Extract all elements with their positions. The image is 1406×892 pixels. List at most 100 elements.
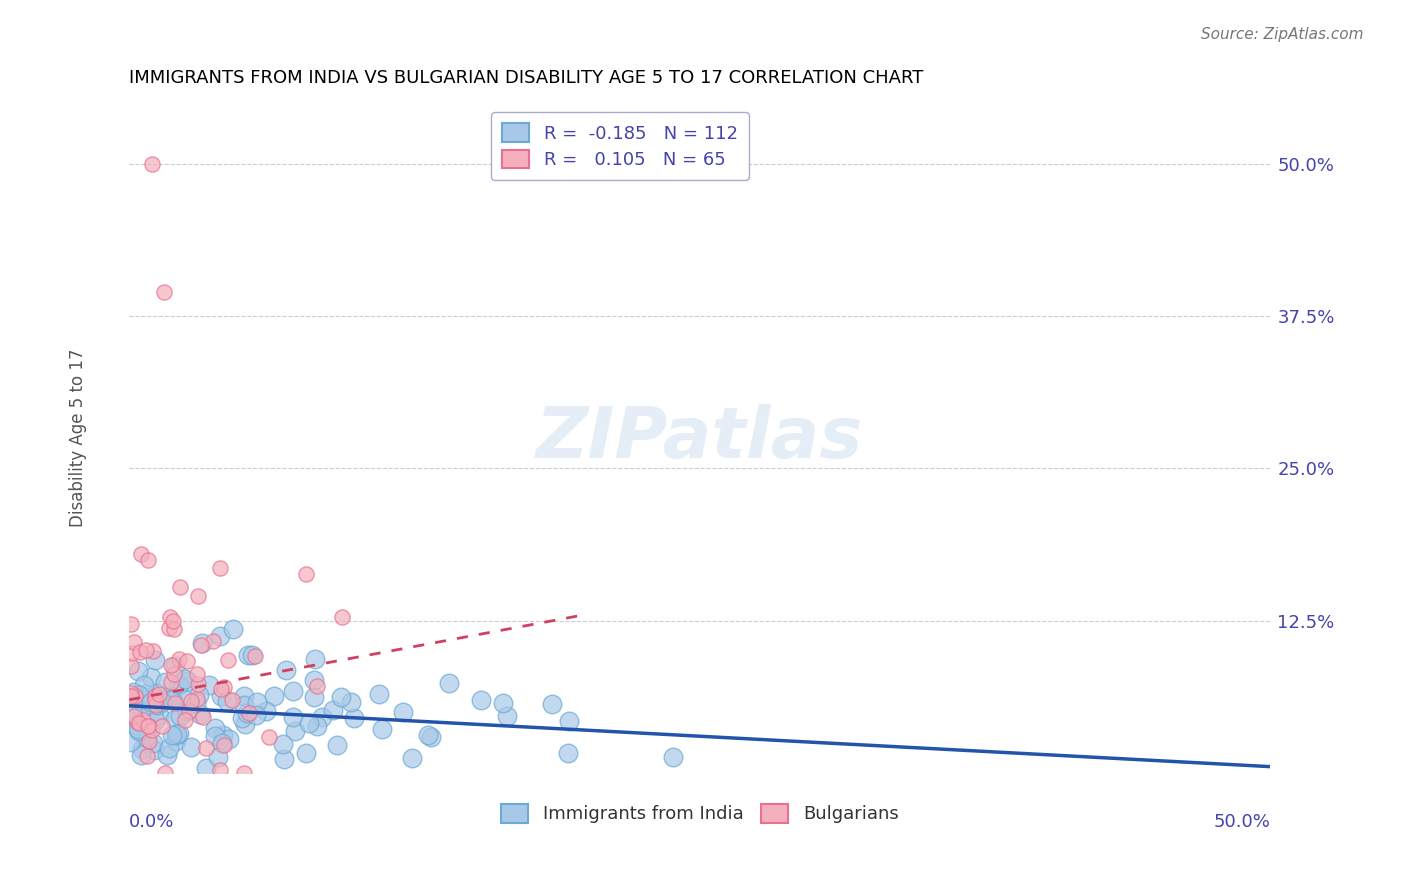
Point <box>159 610 181 624</box>
Point <box>194 761 217 775</box>
Point <box>184 696 207 710</box>
Point <box>186 667 208 681</box>
Point <box>188 707 211 722</box>
Point <box>136 719 159 733</box>
Point <box>222 622 245 636</box>
Point <box>240 648 263 662</box>
Point <box>124 690 146 704</box>
Point <box>125 714 148 729</box>
Text: Disability Age 5 to 17: Disability Age 5 to 17 <box>69 349 87 527</box>
Point <box>233 717 256 731</box>
Point <box>118 735 141 749</box>
Point <box>212 738 235 752</box>
Point <box>128 688 150 702</box>
Text: IMMIGRANTS FROM INDIA VS BULGARIAN DISABILITY AGE 5 TO 17 CORRELATION CHART: IMMIGRANTS FROM INDIA VS BULGARIAN DISAB… <box>129 69 924 87</box>
Point <box>138 719 160 733</box>
Point <box>191 709 214 723</box>
Point <box>198 678 221 692</box>
Point <box>392 705 415 719</box>
Point <box>174 713 197 727</box>
Point <box>367 687 389 701</box>
Point <box>330 690 353 705</box>
Point <box>191 636 214 650</box>
Point <box>146 698 169 713</box>
Point <box>177 674 200 689</box>
Point <box>128 716 150 731</box>
Point <box>145 695 167 709</box>
Point <box>167 678 190 692</box>
Point <box>163 666 186 681</box>
Point <box>236 648 259 662</box>
Point <box>439 676 461 690</box>
Point <box>141 695 163 709</box>
Point <box>146 686 169 700</box>
Point <box>187 589 209 603</box>
Point <box>176 704 198 718</box>
Point <box>143 653 166 667</box>
Point <box>120 686 142 700</box>
Point <box>339 695 361 709</box>
Point <box>129 645 152 659</box>
Point <box>257 730 280 744</box>
Point <box>179 704 201 718</box>
Point <box>283 683 305 698</box>
Point <box>166 727 188 741</box>
Point <box>136 694 159 708</box>
Point <box>304 673 326 688</box>
Point <box>157 621 180 635</box>
Point <box>138 721 160 735</box>
Point <box>325 738 347 752</box>
Point <box>145 698 167 712</box>
Point <box>209 690 232 704</box>
Point <box>298 716 321 731</box>
Point <box>163 696 186 710</box>
Point <box>342 710 364 724</box>
Point <box>152 285 174 299</box>
Point <box>238 706 260 720</box>
Point <box>322 702 344 716</box>
Point <box>186 691 208 706</box>
Point <box>176 654 198 668</box>
Point <box>165 733 187 747</box>
Point <box>143 743 166 757</box>
Point <box>120 689 142 703</box>
Point <box>232 690 254 704</box>
Point <box>311 710 333 724</box>
Point <box>169 709 191 723</box>
Point <box>136 748 159 763</box>
Point <box>127 722 149 736</box>
Point <box>162 689 184 703</box>
Point <box>125 721 148 735</box>
Point <box>120 659 142 673</box>
Point <box>209 681 232 696</box>
Point <box>304 652 326 666</box>
Point <box>136 553 159 567</box>
Point <box>167 726 190 740</box>
Point <box>141 723 163 738</box>
Point <box>165 728 187 742</box>
Point <box>246 695 269 709</box>
Text: ZIPatlas: ZIPatlas <box>536 403 863 473</box>
Point <box>187 677 209 691</box>
Point <box>233 765 256 780</box>
Point <box>156 747 179 762</box>
Point <box>174 673 197 687</box>
Point <box>211 728 233 742</box>
Text: 50.0%: 50.0% <box>1213 813 1271 831</box>
Point <box>190 638 212 652</box>
Point <box>274 663 297 677</box>
Point <box>132 678 155 692</box>
Point <box>121 690 143 704</box>
Point <box>143 689 166 703</box>
Point <box>122 635 145 649</box>
Point <box>180 694 202 708</box>
Point <box>148 686 170 700</box>
Legend: Immigrants from India, Bulgarians: Immigrants from India, Bulgarians <box>494 797 905 830</box>
Point <box>150 695 173 709</box>
Point <box>142 736 165 750</box>
Point <box>124 689 146 703</box>
Point <box>153 765 176 780</box>
Point <box>132 713 155 727</box>
Point <box>212 680 235 694</box>
Point <box>295 746 318 760</box>
